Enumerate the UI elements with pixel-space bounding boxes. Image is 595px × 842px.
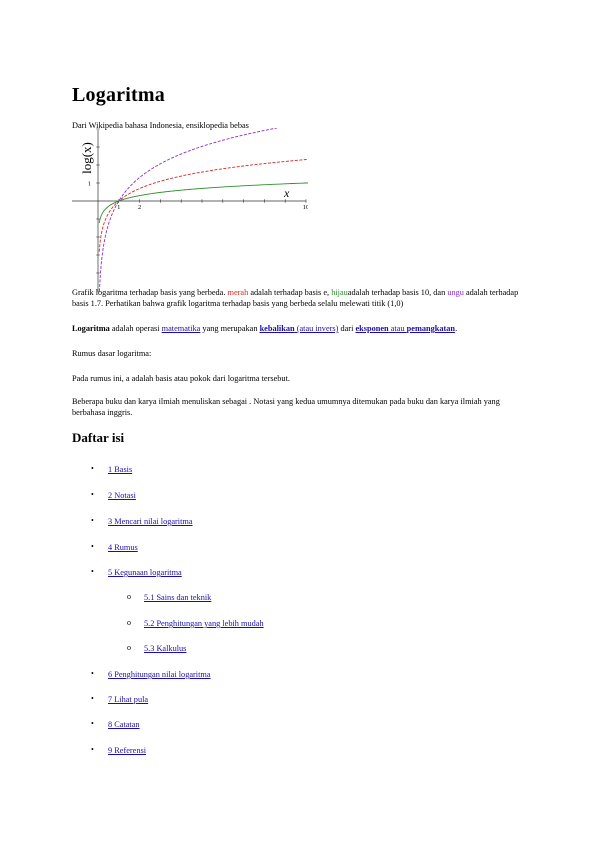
link-kebalikan[interactable]: kebalikan (atau invers) xyxy=(260,324,339,333)
toc-bullet: • xyxy=(91,542,94,551)
toc-bullet: • xyxy=(91,694,94,703)
chart-axes xyxy=(72,128,307,292)
toc-bullet: • xyxy=(91,516,94,525)
intro-text-3: dari xyxy=(338,324,356,333)
chart-labels: log(x) x 1 1 2 10 xyxy=(79,142,308,211)
caption-part2: adalah terhadap basis e, xyxy=(248,288,332,297)
page-title: Logaritma xyxy=(72,84,165,106)
chart-curves xyxy=(98,128,308,292)
toc-bullet: • xyxy=(91,490,94,499)
toc-bullet: • xyxy=(91,745,94,754)
link-pemangkatan-label: pemangkatan xyxy=(406,324,456,333)
toc-bullet: • xyxy=(91,464,94,473)
toc-bullet: • xyxy=(91,719,94,728)
toc-link[interactable]: 3 Mencari nilai logaritma xyxy=(108,517,193,526)
toc-bullet: • xyxy=(91,567,94,576)
toc-sub-bullet: o xyxy=(127,592,131,601)
toc-bullet: • xyxy=(91,669,94,678)
toc-title: Daftar isi xyxy=(72,430,125,445)
link-matematika[interactable]: matematika xyxy=(161,324,201,333)
toc-link[interactable]: 2 Notasi xyxy=(108,491,136,500)
series-line-base-1.7 xyxy=(99,128,277,292)
toc-link[interactable]: 5.1 Sains dan teknik xyxy=(144,593,212,602)
tick-label-x-1: 1 xyxy=(117,204,120,211)
intro-paragraph: Logaritma adalah operasi matematika yang… xyxy=(72,324,527,335)
source-line: Dari Wikipedia bahasa Indonesia, ensiklo… xyxy=(72,121,249,130)
series-line-base-10 xyxy=(98,182,308,224)
toc-sub-bullet: o xyxy=(127,618,131,627)
toc-link[interactable]: 9 Referensi xyxy=(108,746,147,755)
intro-bold-word: Logaritma xyxy=(72,324,110,333)
link-kebalikan-label: kebalikan xyxy=(259,324,295,333)
intro-text-2: yang merupakan xyxy=(200,324,260,333)
figure-caption: Grafik logaritma terhadap basis yang ber… xyxy=(72,288,532,309)
caption-part1: Grafik logaritma terhadap basis yang ber… xyxy=(72,288,228,297)
intro-text-4: . xyxy=(455,324,458,333)
intro-text-1: adalah operasi xyxy=(109,324,162,333)
link-eksponen[interactable]: eksponen atau pemangkatan xyxy=(355,324,455,333)
series-line-base-e xyxy=(98,158,308,252)
toc-link[interactable]: 5.2 Penghitungan yang lebih mudah xyxy=(144,619,264,628)
tick-label-x-10: 10 xyxy=(303,204,308,211)
caption-part4: adalah terhadap basis 1.7. Perhatikan ba… xyxy=(72,288,519,308)
toc-sub-bullet: o xyxy=(127,643,131,652)
beberapa-paragraph: Beberapa buku dan karya ilmiah menuliska… xyxy=(72,397,500,417)
toc-link[interactable]: 5.3 Kalkulus xyxy=(144,644,187,653)
caption-green-word: hijau xyxy=(331,288,348,297)
y-axis-label: log(x) xyxy=(79,142,94,174)
caption-red-word: merah xyxy=(227,288,249,297)
logarithm-chart: log(x) x 1 1 2 10 xyxy=(72,128,308,292)
rumus-paragraph: Rumus dasar logaritma: xyxy=(72,349,152,358)
toc-link[interactable]: 6 Penghitungan nilai logaritma xyxy=(108,670,211,679)
link-eksponen-label: eksponen xyxy=(355,324,389,333)
tick-label-y-1: 1 xyxy=(88,181,91,188)
link-atau-invers-label: (atau invers) xyxy=(294,324,339,333)
tick-label-x-2: 2 xyxy=(138,204,141,211)
caption-purple-word: ungu xyxy=(447,288,464,297)
toc-link[interactable]: 5 Kegunaan logaritma xyxy=(108,568,182,577)
toc-link[interactable]: 7 Lihat pula xyxy=(108,695,149,704)
toc-link[interactable]: 8 Catatan xyxy=(108,720,140,729)
link-atau-label: atau xyxy=(388,324,407,333)
x-axis-label: x xyxy=(283,186,290,200)
caption-part3: adalah terhadap basis 10, dan xyxy=(347,288,448,297)
toc-link[interactable]: 4 Rumus xyxy=(108,543,138,552)
toc-link[interactable]: 1 Basis xyxy=(108,465,133,474)
pada-rumus-paragraph: Pada rumus ini, a adalah basis atau poko… xyxy=(72,374,290,383)
